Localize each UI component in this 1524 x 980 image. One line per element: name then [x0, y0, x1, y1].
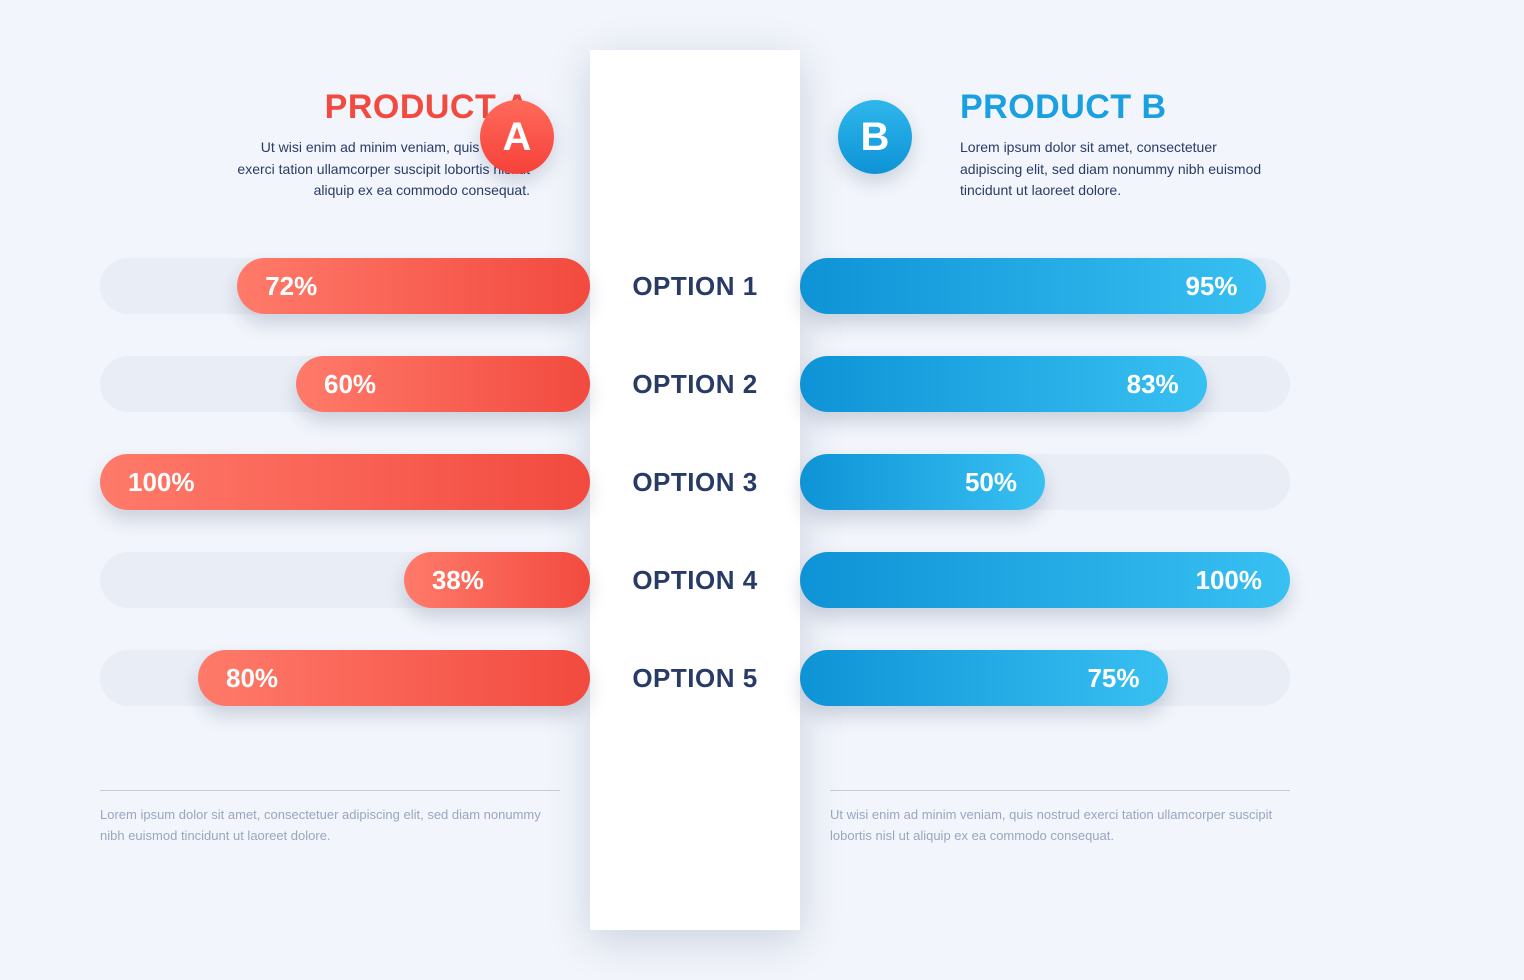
- bar-product-b-value: 100%: [1196, 565, 1263, 596]
- product-a-footer: Lorem ipsum dolor sit amet, consectetuer…: [100, 790, 560, 847]
- comparison-row: 72% 95% OPTION 1: [0, 258, 1524, 314]
- comparison-row: 80% 75% OPTION 5: [0, 650, 1524, 706]
- comparison-row: 60% 83% OPTION 2: [0, 356, 1524, 412]
- option-label: OPTION 4: [590, 552, 800, 608]
- option-label: OPTION 2: [590, 356, 800, 412]
- product-b-badge-letter: B: [861, 115, 890, 160]
- bar-product-a: 100%: [100, 454, 590, 510]
- product-a-badge: A: [480, 100, 554, 174]
- comparison-row: 100% 50% OPTION 3: [0, 454, 1524, 510]
- bar-product-a: 60%: [296, 356, 590, 412]
- infographic-stage: PRODUCT A Ut wisi enim ad minim veniam, …: [0, 0, 1524, 980]
- bar-product-b: 100%: [800, 552, 1290, 608]
- bar-product-a-value: 60%: [324, 369, 376, 400]
- bar-product-a-value: 38%: [432, 565, 484, 596]
- option-label: OPTION 3: [590, 454, 800, 510]
- product-b-description: Lorem ipsum dolor sit amet, consectetuer…: [960, 137, 1270, 202]
- product-a-title: PRODUCT A: [110, 88, 530, 127]
- bar-product-b-value: 50%: [965, 467, 1017, 498]
- comparison-row: 38% 100% OPTION 4: [0, 552, 1524, 608]
- option-label: OPTION 5: [590, 650, 800, 706]
- bar-product-a-value: 100%: [128, 467, 195, 498]
- product-a-badge-letter: A: [503, 115, 532, 160]
- product-b-title: PRODUCT B: [960, 88, 1380, 127]
- bar-product-a-value: 80%: [226, 663, 278, 694]
- comparison-rows: 72% 95% OPTION 1 60% 83% OPTION 2 100% 50% OPTIO…: [0, 258, 1524, 748]
- product-a-header: PRODUCT A Ut wisi enim ad minim veniam, …: [110, 88, 530, 202]
- bar-product-a: 80%: [198, 650, 590, 706]
- bar-product-b: 50%: [800, 454, 1045, 510]
- bar-product-b-value: 83%: [1127, 369, 1179, 400]
- bar-product-a: 38%: [404, 552, 590, 608]
- product-b-footer: Ut wisi enim ad minim veniam, quis nostr…: [830, 790, 1290, 847]
- product-b-badge: B: [838, 100, 912, 174]
- bar-product-a: 72%: [237, 258, 590, 314]
- bar-product-b: 75%: [800, 650, 1168, 706]
- option-label: OPTION 1: [590, 258, 800, 314]
- bar-product-b-value: 95%: [1185, 271, 1237, 302]
- bar-product-a-value: 72%: [265, 271, 317, 302]
- bar-product-b-value: 75%: [1087, 663, 1139, 694]
- bar-product-b: 83%: [800, 356, 1207, 412]
- product-b-header: PRODUCT B Lorem ipsum dolor sit amet, co…: [960, 88, 1380, 202]
- bar-product-b: 95%: [800, 258, 1266, 314]
